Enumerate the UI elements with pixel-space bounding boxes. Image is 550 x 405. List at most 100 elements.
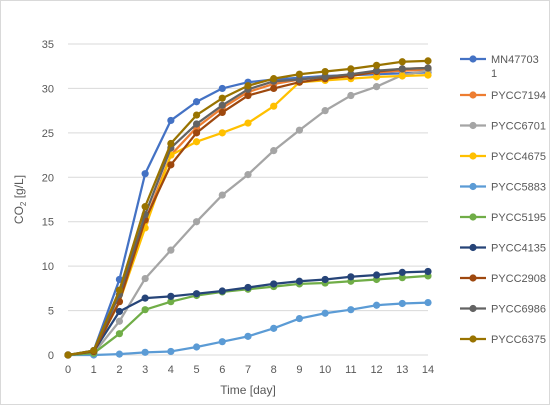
data-point [347, 65, 355, 73]
data-point [244, 119, 252, 127]
data-point [192, 290, 201, 298]
data-point [167, 116, 175, 125]
legend-item-2: PYCC7194 [460, 90, 546, 102]
data-point [192, 98, 201, 106]
data-point [295, 70, 304, 78]
data-point [192, 129, 201, 137]
data-point [115, 350, 124, 358]
legend-item-4: PYCC4675 [460, 151, 546, 163]
legend-label: PYCC2908 [491, 273, 546, 285]
data-point [270, 75, 278, 83]
data-point [244, 332, 252, 340]
x-axis-title: Time [day] [220, 383, 276, 397]
data-point [141, 294, 149, 302]
legend-label: PYCC4675 [491, 151, 546, 163]
legend-label-continued: 1 [491, 68, 497, 80]
x-tick-label: 14 [422, 364, 434, 376]
x-tick-label: 0 [65, 364, 71, 376]
data-point [424, 57, 432, 65]
data-point [115, 307, 124, 316]
legend-label: PYCC6701 [491, 121, 546, 133]
data-point [244, 171, 252, 179]
data-point [115, 286, 124, 294]
data-point [347, 91, 355, 100]
y-axis-title-unit: [g/L] [12, 175, 26, 202]
data-point [218, 338, 226, 346]
legend-item-8: PYCC2908 [460, 273, 546, 285]
data-point [372, 73, 381, 81]
data-point [372, 67, 381, 75]
data-point [321, 275, 329, 284]
x-tick-label: 7 [245, 364, 251, 376]
legend-label: MN47703 [491, 54, 539, 66]
series-1 [64, 68, 432, 359]
data-point [192, 138, 201, 146]
data-point [244, 82, 252, 90]
data-point [167, 139, 175, 148]
data-point [398, 65, 406, 73]
x-tick-label: 5 [194, 364, 200, 376]
data-point [398, 58, 406, 66]
legend-swatch-marker [469, 182, 477, 191]
legend-swatch-marker [469, 304, 477, 313]
data-point [347, 306, 355, 314]
data-point [192, 111, 201, 119]
data-point [424, 71, 432, 79]
data-point [398, 72, 406, 80]
legend-label: PYCC5883 [491, 182, 546, 194]
data-point [321, 309, 329, 317]
data-point [115, 330, 124, 338]
data-point [218, 101, 226, 109]
y-axis-title-subscript: 2 [19, 201, 28, 206]
data-point [192, 218, 201, 226]
legend-item-10: PYCC6375 [460, 334, 546, 346]
y-tick-label: 20 [42, 172, 54, 184]
data-point [218, 129, 226, 137]
data-point [90, 346, 98, 355]
data-point [295, 314, 304, 323]
data-point [295, 126, 304, 134]
data-point [372, 83, 381, 91]
legend-item-1: MN47703 1 [460, 54, 539, 80]
data-point [424, 298, 432, 307]
data-point [167, 298, 175, 306]
data-point [141, 170, 149, 178]
data-point [244, 91, 252, 100]
data-point [295, 75, 304, 84]
data-point [398, 274, 406, 282]
data-point [218, 94, 226, 102]
legend-swatch-marker [469, 121, 477, 130]
x-tick-label: 11 [345, 364, 356, 376]
legend-swatch-marker [469, 91, 477, 99]
x-tick-label: 13 [396, 364, 408, 376]
data-point [270, 102, 278, 110]
legend-swatch-marker [469, 335, 477, 343]
y-axis-title: CO2 [g/L] [12, 175, 28, 224]
data-point [270, 280, 278, 288]
data-point [321, 107, 329, 115]
data-point [167, 246, 175, 254]
data-point [424, 64, 432, 72]
x-tick-label: 3 [142, 364, 148, 376]
legend-swatch-marker [469, 243, 477, 252]
data-point [398, 299, 406, 308]
x-tick-label: 4 [168, 364, 174, 376]
data-point [372, 61, 381, 69]
series-10 [64, 57, 432, 359]
data-point [270, 84, 278, 93]
y-tick-label: 15 [42, 217, 54, 229]
data-point [398, 268, 406, 276]
data-point [372, 271, 381, 279]
legend-label: PYCC7194 [491, 90, 546, 102]
data-point [192, 343, 201, 351]
legend-item-3: PYCC6701 [460, 121, 546, 133]
data-point [167, 161, 175, 169]
legend-item-5: PYCC5883 [460, 182, 546, 194]
legend-label: PYCC4135 [491, 243, 546, 255]
y-tick-label: 35 [42, 39, 54, 51]
data-point [218, 108, 226, 117]
legend-item-6: PYCC5195 [460, 212, 546, 224]
x-tick-label: 6 [219, 364, 225, 376]
